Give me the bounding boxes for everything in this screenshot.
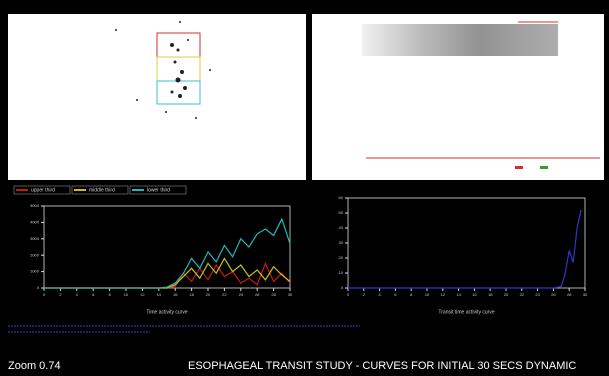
x-tick-label: 2: [363, 292, 366, 297]
x-tick-label: 4: [378, 292, 381, 297]
x-tick-label: 6: [394, 292, 397, 297]
legend-label: middle third: [89, 187, 115, 193]
chart-title: Time activity curve: [146, 309, 187, 315]
x-tick-label: 14: [157, 292, 162, 297]
series-line: [44, 219, 290, 288]
legend-label: lower third: [147, 187, 170, 193]
x-tick-label: 0: [347, 292, 350, 297]
x-tick-label: 14: [456, 292, 461, 297]
x-tick-label: 24: [239, 292, 244, 297]
x-tick-label: 0: [43, 292, 46, 297]
series-line: [44, 263, 290, 288]
x-tick-label: 26: [551, 292, 556, 297]
y-tick-label: 40: [339, 225, 344, 230]
x-tick-label: 8: [410, 292, 413, 297]
x-tick-label: 24: [535, 292, 540, 297]
x-tick-label: 8: [108, 292, 111, 297]
x-tick-label: 28: [271, 292, 276, 297]
x-tick-label: 4: [76, 292, 79, 297]
x-tick-label: 30: [583, 292, 588, 297]
y-tick-label: 3000: [30, 236, 40, 241]
y-tick-label: 20: [339, 255, 344, 260]
x-tick-label: 12: [140, 292, 145, 297]
x-tick-label: 30: [288, 292, 293, 297]
y-tick-label: 60: [339, 195, 344, 200]
series-line: [348, 210, 581, 288]
x-tick-label: 10: [425, 292, 430, 297]
marker: [540, 166, 548, 169]
series-line: [44, 258, 290, 288]
y-tick-label: 1000: [30, 269, 40, 274]
page: {"footer": {"zoom": "Zoom 0.74", "title"…: [0, 0, 609, 376]
y-tick-label: 2000: [30, 252, 40, 257]
x-tick-label: 18: [488, 292, 493, 297]
y-tick-label: 4000: [30, 219, 40, 224]
y-tick-label: 0: [341, 285, 344, 290]
y-tick-label: 10: [339, 270, 344, 275]
zoom-label: Zoom 0.74: [8, 360, 61, 372]
screen: Zoom 0.74 ESOPHAGEAL TRANSIT STUDY - CUR…: [0, 0, 609, 376]
x-tick-label: 10: [124, 292, 129, 297]
study-title: ESOPHAGEAL TRANSIT STUDY - CURVES FOR IN…: [188, 360, 576, 372]
x-tick-label: 22: [520, 292, 525, 297]
x-tick-label: 16: [173, 292, 178, 297]
x-tick-label: 12: [441, 292, 446, 297]
legend-label: upper third: [31, 187, 55, 193]
x-tick-label: 16: [472, 292, 477, 297]
x-tick-label: 20: [504, 292, 509, 297]
x-tick-label: 2: [59, 292, 62, 297]
plot-frame: [348, 198, 585, 288]
x-tick-label: 6: [92, 292, 95, 297]
y-tick-label: 0: [37, 285, 40, 290]
x-tick-label: 28: [567, 292, 572, 297]
y-tick-label: 50: [339, 210, 344, 215]
chart-title: Transit time activity curve: [438, 309, 494, 315]
marker: [515, 166, 523, 169]
condensed-image: [362, 24, 558, 56]
x-tick-label: 18: [189, 292, 194, 297]
x-tick-label: 26: [255, 292, 260, 297]
plot-frame: [44, 206, 290, 288]
x-tick-label: 22: [222, 292, 227, 297]
y-tick-label: 5000: [30, 203, 40, 208]
x-tick-label: 20: [206, 292, 211, 297]
y-tick-label: 30: [339, 240, 344, 245]
